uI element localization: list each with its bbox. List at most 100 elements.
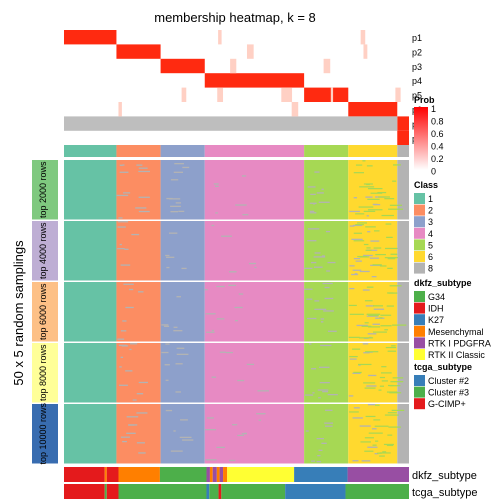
class-cell: [204, 160, 305, 220]
prob-cell: [395, 87, 401, 102]
class-cell: [176, 347, 185, 349]
class-cell: [170, 179, 179, 181]
prob-cell: [304, 87, 349, 102]
annotation-cell: [64, 467, 105, 482]
class-cell: [386, 444, 394, 447]
class-cell: [234, 306, 243, 309]
class-cell: [373, 247, 382, 249]
class-cell: [173, 326, 178, 328]
class-cell: [166, 256, 175, 258]
class-cell: [138, 291, 144, 293]
class-cell: [355, 164, 363, 166]
class-cell: [214, 185, 219, 187]
class-cell: [160, 282, 205, 342]
class-cell: [122, 164, 125, 166]
class-cell: [173, 171, 183, 173]
class-cell: [362, 289, 370, 291]
class-cell: [316, 437, 324, 440]
consensus-class-cell: [348, 145, 398, 157]
class-cell: [384, 198, 395, 200]
class-cell: [353, 172, 365, 174]
consensus-class-cell: [160, 145, 205, 157]
annotation-cell: [218, 484, 222, 499]
annotation-cell: [206, 484, 210, 499]
class-cell: [372, 264, 382, 266]
class-cell: [316, 460, 322, 463]
class-cell: [380, 325, 392, 327]
class-legend-label: 5: [428, 240, 433, 250]
class-cell: [377, 452, 382, 454]
class-cell: [135, 207, 147, 209]
class-cell: [387, 350, 397, 352]
class-cell: [372, 305, 383, 307]
class-cell: [204, 343, 305, 403]
row-group-label: top 10000 rows: [38, 402, 48, 464]
class-cell: [312, 392, 315, 394]
class-cell: [304, 343, 349, 403]
annotation-cell: [345, 484, 409, 499]
consensus-class-cell: [116, 145, 161, 157]
class-cell: [387, 258, 396, 260]
class-cell: [176, 353, 189, 355]
probability-heatmap: p1p2p3p4p5p6p7p8: [64, 30, 422, 146]
row-group-label: top 4000 rows: [38, 222, 48, 279]
prob-row-label: p4: [412, 76, 422, 86]
class-cell: [381, 380, 388, 382]
class-cell: [324, 422, 334, 424]
class-cell: [379, 376, 386, 379]
class-cell: [170, 450, 183, 452]
class-cell: [375, 404, 380, 406]
prob-cell: [348, 102, 398, 117]
class-cell: [349, 358, 357, 360]
class-cell: [307, 240, 317, 242]
class-cell: [349, 210, 360, 213]
class-cell: [364, 387, 376, 389]
consensus-class-cell: [397, 145, 409, 157]
class-cell: [175, 202, 182, 204]
class-legend-label: 8: [428, 264, 433, 274]
class-cell: [365, 415, 376, 418]
class-cell: [363, 254, 373, 257]
class-cell: [211, 376, 217, 378]
class-cell: [161, 324, 169, 326]
annotation-cell: [227, 467, 295, 482]
class-cell: [379, 455, 385, 457]
class-cell: [351, 273, 359, 276]
class-cell: [383, 443, 394, 446]
annotation-cell: [294, 467, 348, 482]
class-cell: [136, 442, 145, 444]
class-cell: [348, 160, 398, 220]
prob-cell: [218, 30, 222, 45]
class-cell: [368, 374, 377, 377]
class-cell: [351, 238, 363, 240]
class-cell: [379, 265, 387, 267]
class-cell: [136, 393, 144, 395]
class-cell: [352, 417, 363, 419]
class-cell: [304, 288, 313, 290]
class-cell: [349, 287, 355, 290]
dkfz-legend-label: RTK II Classic: [428, 350, 485, 360]
class-cell: [373, 203, 381, 206]
class-cell: [173, 430, 176, 432]
prob-cell: [281, 87, 287, 102]
class-cell: [182, 166, 190, 169]
annotation-cell: [64, 484, 105, 499]
class-cell: [375, 440, 379, 442]
class-cell: [119, 243, 122, 246]
class-cell: [168, 198, 181, 200]
class-cell: [234, 319, 238, 322]
class-cell: [379, 317, 383, 319]
class-cell: [365, 196, 373, 198]
class-cell: [384, 247, 398, 250]
class-cell: [349, 355, 358, 358]
annotation-cell: [209, 484, 219, 499]
class-cell: [307, 317, 317, 320]
class-cell: [371, 276, 377, 278]
prob-cell: [204, 73, 305, 88]
class-cell: [380, 372, 392, 374]
class-cell: [363, 243, 369, 246]
class-cell: [165, 254, 170, 257]
class-cell: [348, 404, 398, 464]
class-cell: [353, 257, 361, 260]
